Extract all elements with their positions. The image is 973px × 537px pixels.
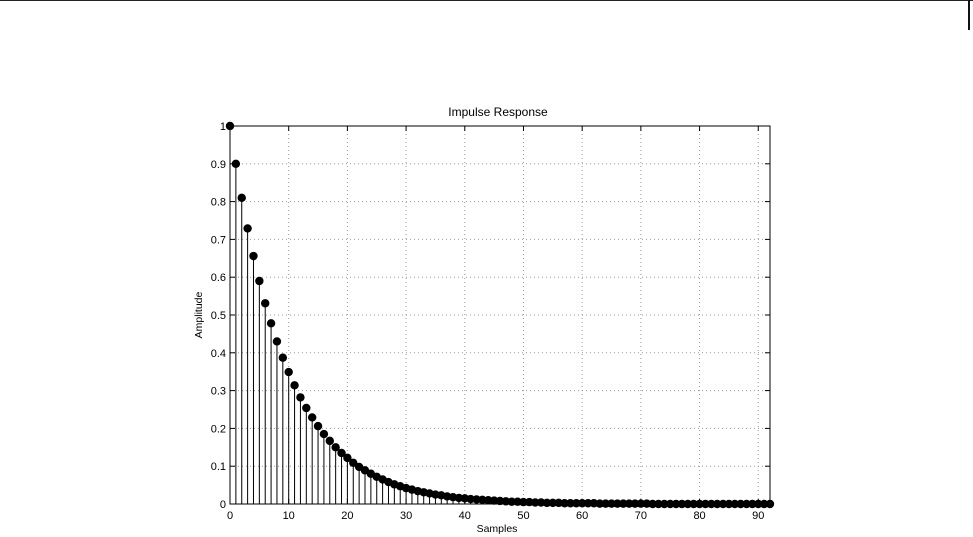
corner-mark — [968, 0, 970, 30]
y-tick-label: 0.6 — [211, 272, 226, 284]
x-tick-label: 30 — [400, 510, 412, 522]
y-tick-label: 0.9 — [211, 159, 226, 171]
stem-marker — [349, 458, 358, 467]
stem-marker — [302, 403, 311, 413]
stem-marker — [566, 499, 575, 508]
stem-marker — [325, 436, 334, 446]
stem-marker — [249, 251, 258, 261]
y-tick-label: 0.2 — [211, 423, 226, 435]
y-axis-label: Amplitude — [193, 292, 205, 339]
stem-marker — [313, 421, 323, 431]
stem-marker — [237, 193, 246, 203]
stem-marker — [296, 393, 305, 402]
y-tick-label: 0 — [220, 499, 226, 511]
x-tick-label: 0 — [227, 510, 233, 522]
stem-marker — [331, 443, 340, 452]
stem-marker — [319, 429, 329, 439]
grid-lines — [230, 126, 770, 504]
stem-marker — [261, 299, 270, 308]
y-tick-label: 0.7 — [211, 234, 226, 246]
y-tick-label: 0.5 — [211, 310, 226, 322]
x-tick-label: 90 — [752, 510, 764, 522]
stem-marker — [272, 337, 282, 346]
stem-marker — [290, 381, 299, 390]
x-tick-label: 20 — [341, 510, 353, 522]
y-tick-label: 1 — [220, 121, 226, 133]
stem-marker — [278, 353, 288, 362]
x-tick-label: 40 — [459, 510, 471, 522]
chart-title: Impulse Response — [448, 105, 548, 119]
stem-marker — [243, 224, 252, 233]
axis-ticks: 0 10 20 30 40 50 60 70 80 90 0 0.1 0.2 0.3 0.4 0.5 0.6 0.… — [211, 121, 770, 522]
x-tick-label: 10 — [283, 510, 295, 522]
x-tick-label: 50 — [517, 510, 529, 522]
y-tick-label: 0.1 — [211, 461, 226, 473]
stem-marker — [343, 453, 352, 463]
stem-marker — [266, 319, 276, 328]
stem-marker — [231, 159, 241, 168]
stem-series — [225, 121, 775, 509]
stem-marker — [583, 499, 593, 508]
x-tick-label: 60 — [576, 510, 588, 522]
top-border — [0, 0, 973, 30]
x-axis-label: Samples — [477, 523, 518, 535]
stem-marker — [542, 498, 552, 508]
plot-area-frame — [229, 125, 771, 505]
y-tick-label: 0.3 — [211, 386, 226, 398]
y-tick-label: 0.4 — [211, 348, 226, 360]
y-tick-label: 0.8 — [211, 197, 226, 209]
x-tick-label: 80 — [693, 510, 705, 522]
stem-marker — [560, 499, 569, 508]
x-tick-label: 70 — [635, 510, 647, 522]
stem-marker — [337, 448, 346, 458]
stem-marker — [572, 499, 581, 508]
stem-marker — [531, 498, 540, 507]
stem-marker — [284, 367, 293, 377]
stem-marker — [577, 499, 587, 508]
stem-marker — [255, 276, 264, 286]
stem-marker — [548, 498, 558, 508]
stem-marker — [307, 413, 317, 422]
